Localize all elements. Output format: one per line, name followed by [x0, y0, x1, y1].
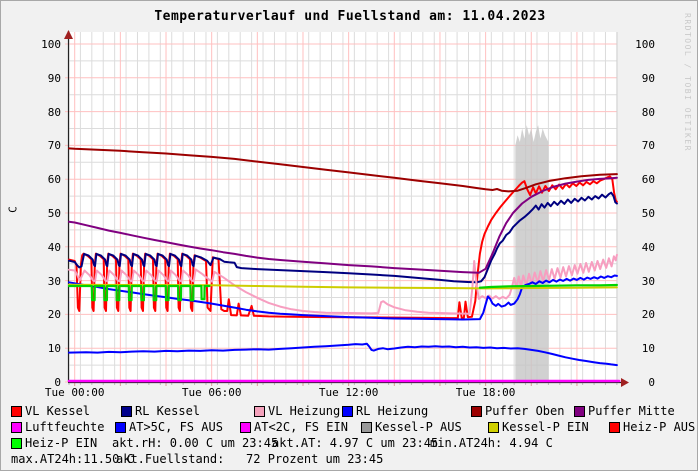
plot-area [64, 30, 629, 387]
y-tick-label-right: 70 [641, 139, 655, 153]
vl-heizung-line [68, 253, 618, 315]
legend-stat: min.AT24h: 4.94 C [430, 436, 553, 450]
legend-swatch [11, 422, 22, 433]
legend-label: RL Kessel [135, 404, 201, 418]
rl-heizung-line [68, 274, 618, 321]
legend-swatch [240, 422, 251, 433]
heiz-p-ein-line [67, 284, 211, 302]
legend-swatch [11, 406, 22, 417]
at-5c-fs-aus-line [68, 342, 618, 367]
legend-label: Puffer Oben [485, 404, 565, 418]
y-tick-label-left: 0 [54, 376, 61, 389]
legend-label: VL Heizung [268, 404, 341, 418]
rl-kessel-line [68, 191, 618, 284]
y-tick-label-left: 10 [47, 342, 61, 356]
legend-stat: max.AT24h:11.50 C [11, 452, 134, 466]
y-tick-label-right: 30 [641, 274, 655, 288]
legend-swatch [254, 406, 265, 417]
legend-swatch [574, 406, 585, 417]
legend-swatch [342, 406, 353, 417]
legend-label: Luftfeuchte [25, 420, 105, 434]
heiz-p-ein-line [478, 283, 618, 289]
y-tick-label-right: 60 [641, 173, 655, 187]
y-tick-label-left: 80 [47, 105, 61, 119]
legend-swatch [488, 422, 499, 433]
y-tick-label-right: 0 [648, 376, 655, 389]
legend-stat: akt.rH: 0.00 C um 23:45 [112, 436, 279, 450]
x-tick-label: Tue 00:00 [44, 386, 105, 399]
legend-swatch [471, 406, 482, 417]
y-axis-arrow [64, 30, 73, 39]
y-tick-label-right: 100 [635, 38, 655, 51]
vl-kessel-line [68, 175, 618, 320]
y-tick-label-left: 70 [47, 139, 61, 153]
puffer-oben-line [68, 147, 618, 193]
y-tick-label-left: 20 [47, 308, 61, 322]
legend-label: VL Kessel [25, 404, 91, 418]
legend-label: Puffer Mitte [588, 404, 675, 418]
y-tick-label-right: 50 [641, 207, 655, 220]
legend-stat: akt.AT: 4.97 C um 23:45 [272, 436, 439, 450]
y-tick-label-left: 100 [41, 38, 61, 51]
x-tick-label: Tue 12:00 [318, 386, 379, 399]
legend-label: AT>5C, FS AUS [129, 420, 223, 434]
y-tick-label-left: 30 [47, 274, 61, 288]
y-tick-label-left: 50 [47, 207, 61, 220]
rrdtool-watermark: RRDTOOL / TOBI OETIKER [683, 13, 692, 152]
legend-swatch [121, 406, 132, 417]
y-tick-label-left: 90 [47, 71, 61, 85]
graph-title: Temperaturverlauf und Fuellstand am: 11.… [154, 9, 546, 24]
legend-label: AT<2C, FS EIN [254, 420, 348, 434]
legend-label: RL Heizung [356, 404, 429, 418]
x-axis-arrow [621, 378, 629, 387]
legend-label: Heiz-P EIN [25, 436, 98, 450]
y-tick-label-left: 60 [47, 173, 61, 187]
y-tick-label-right: 10 [641, 342, 655, 356]
y-tick-label-right: 20 [641, 308, 655, 322]
y-tick-label-right: 90 [641, 71, 655, 85]
y-tick-label-right: 80 [641, 105, 655, 119]
puffer-mitte-line [68, 176, 618, 274]
legend-swatch [11, 438, 22, 449]
legend-swatch [609, 422, 620, 433]
legend-swatch [361, 422, 372, 433]
legend-label: Kessel-P EIN [502, 420, 589, 434]
legend-swatch [115, 422, 126, 433]
legend-label: Heiz-P AUS [623, 420, 696, 434]
legend-stat: akt.Fuellstand: 72 Prozent um 23:45 [116, 452, 384, 466]
x-tick-label: Tue 18:00 [455, 386, 516, 399]
x-tick-label: Tue 06:00 [181, 386, 242, 399]
y-tick-label-left: 40 [47, 240, 61, 254]
y-tick-label-right: 40 [641, 240, 655, 254]
kessel-p-aus-band [515, 125, 549, 383]
legend-label: Kessel-P AUS [375, 420, 462, 434]
